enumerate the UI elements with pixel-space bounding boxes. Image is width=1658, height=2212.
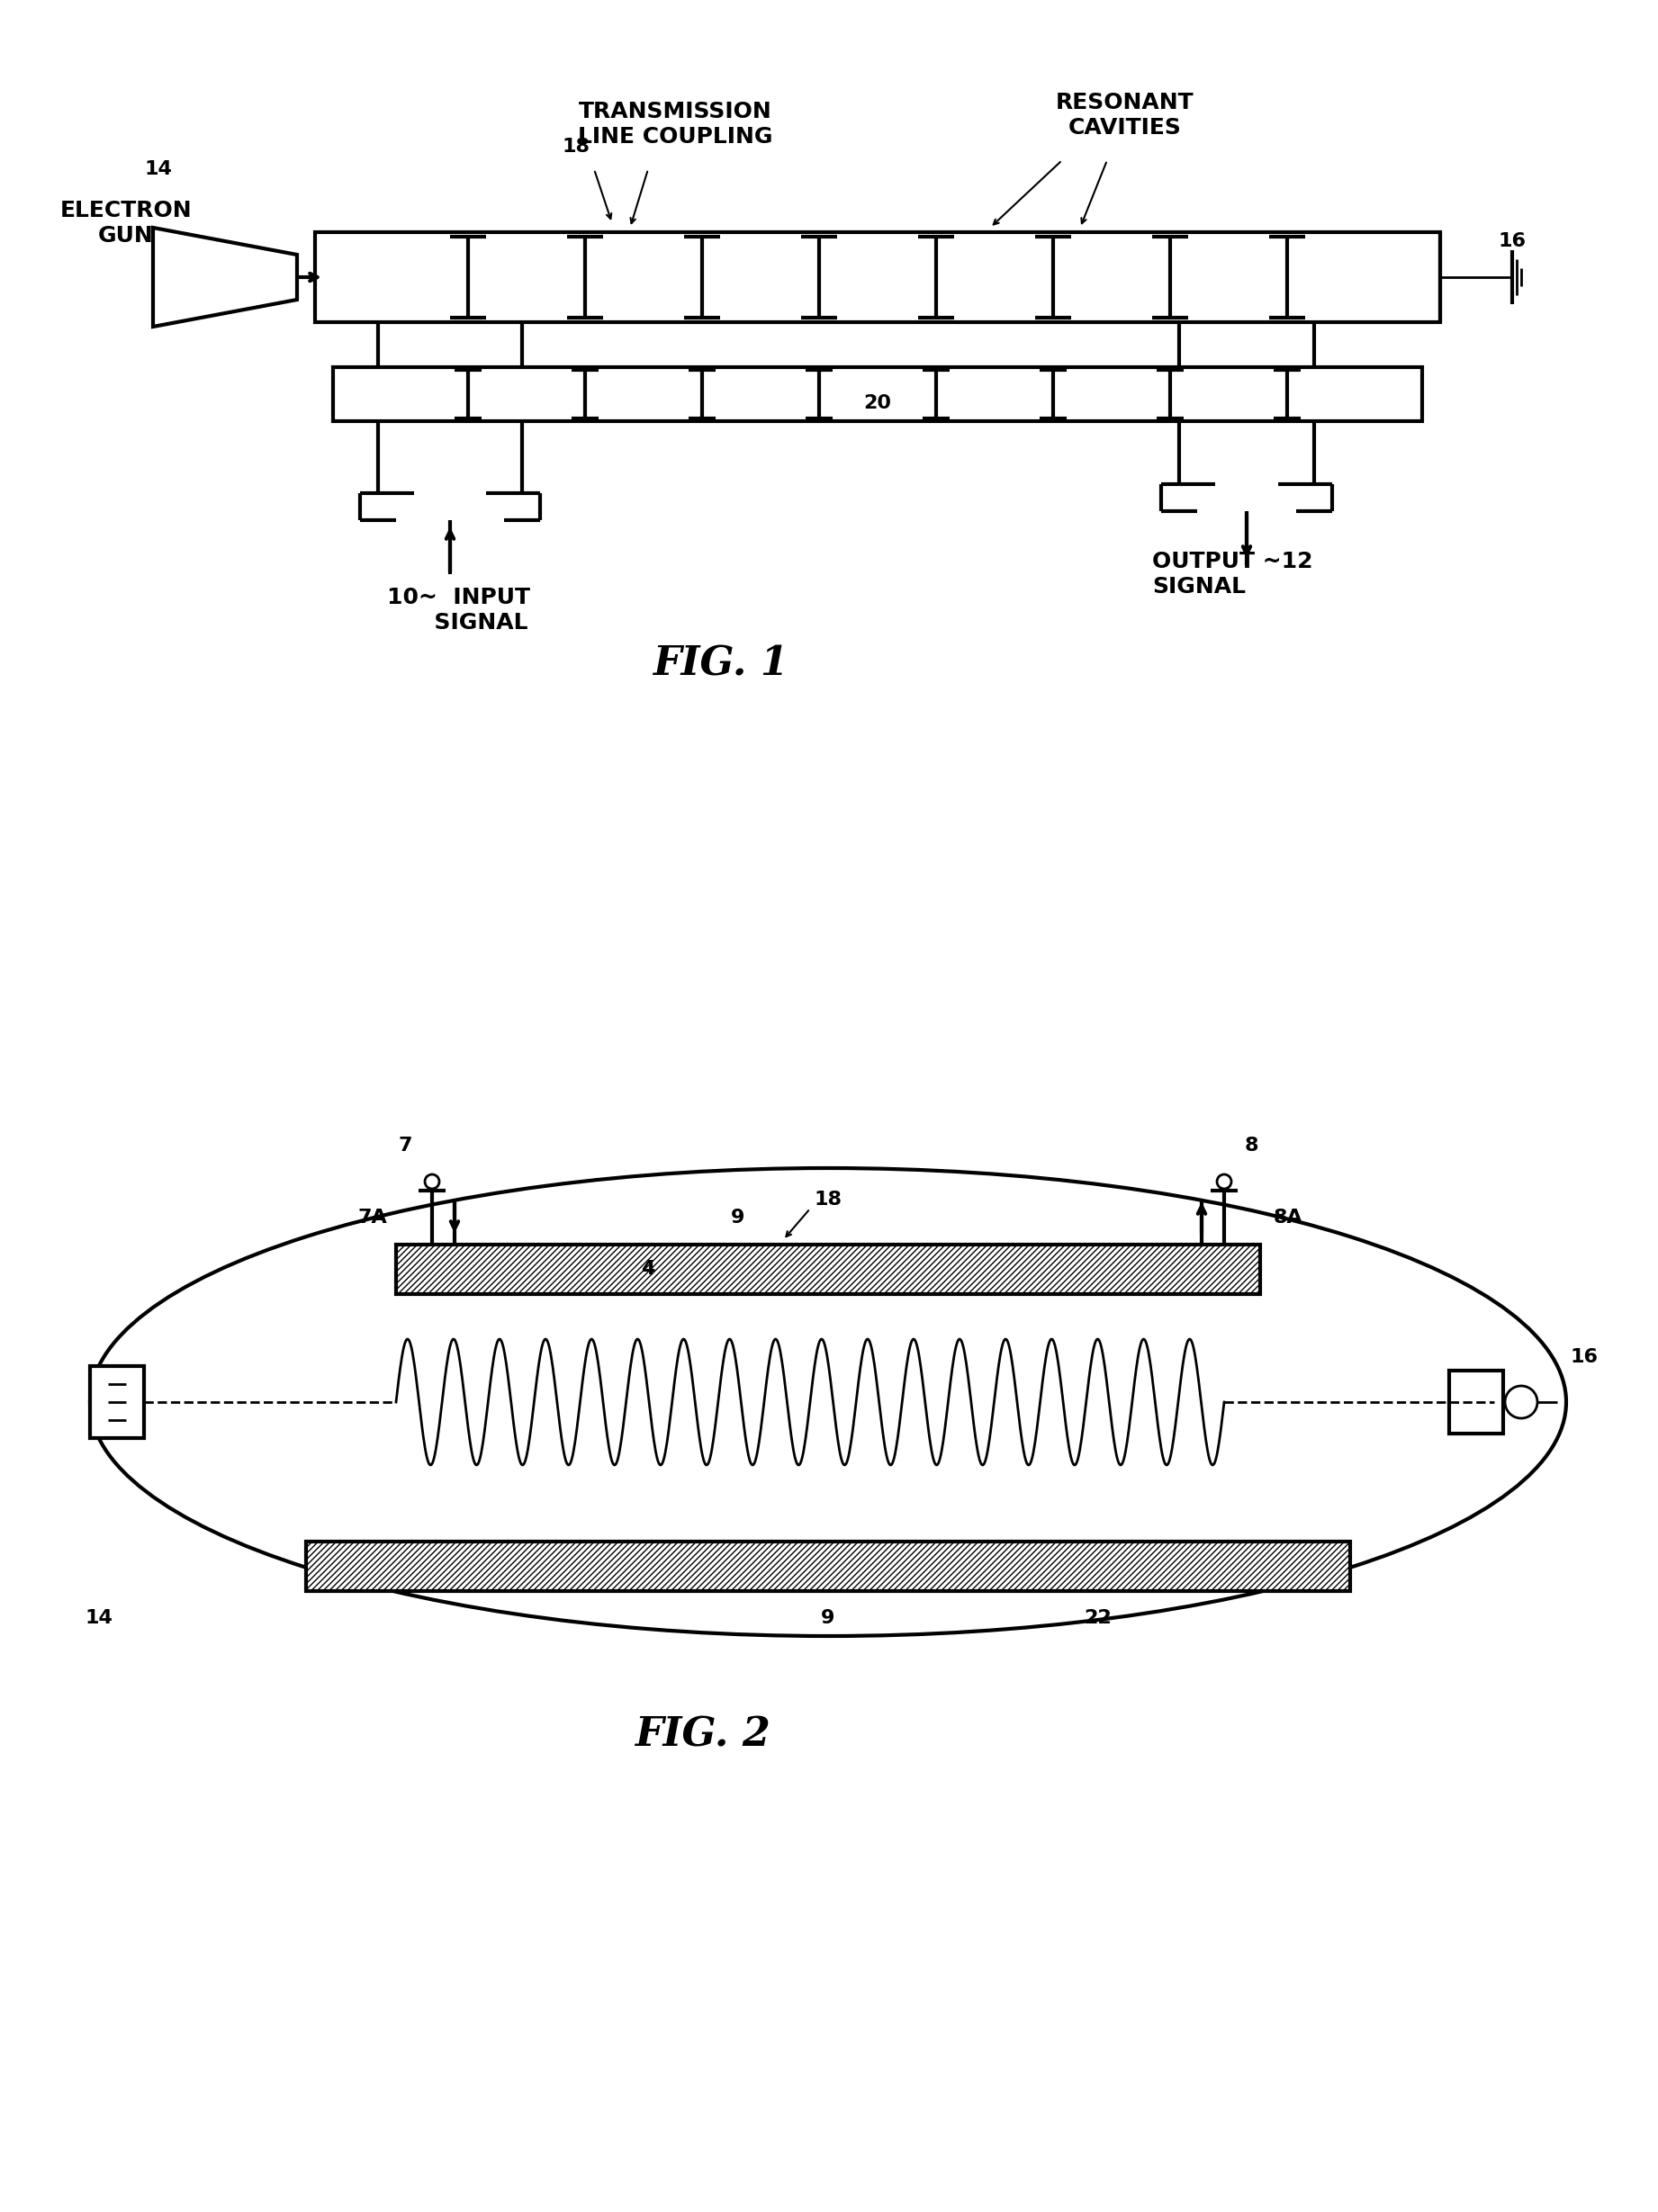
Bar <box>118 1358 1539 1447</box>
Bar <box>1449 1371 1504 1433</box>
Text: ELECTRON
GUN: ELECTRON GUN <box>60 199 192 246</box>
Text: 22: 22 <box>1084 1608 1113 1628</box>
Text: 4: 4 <box>642 1261 655 1279</box>
Polygon shape <box>153 228 297 327</box>
Text: 18: 18 <box>562 137 590 155</box>
Circle shape <box>1217 1175 1232 1188</box>
Text: RESONANT
CAVITIES: RESONANT CAVITIES <box>1056 93 1194 139</box>
Text: 20: 20 <box>864 394 892 411</box>
Circle shape <box>1505 1387 1537 1418</box>
Text: 18: 18 <box>814 1190 842 1208</box>
Text: 10~  INPUT
      SIGNAL: 10~ INPUT SIGNAL <box>386 586 531 633</box>
Text: OUTPUT ~12
SIGNAL: OUTPUT ~12 SIGNAL <box>1152 551 1313 597</box>
Circle shape <box>424 1175 439 1188</box>
Bar <box>90 1367 144 1438</box>
Bar <box>315 232 1441 323</box>
Ellipse shape <box>90 1168 1567 1637</box>
Text: 7A: 7A <box>358 1208 386 1228</box>
Text: 9: 9 <box>731 1208 744 1228</box>
Text: 14: 14 <box>85 1608 113 1628</box>
Bar <box>333 367 1423 420</box>
Text: 16: 16 <box>1570 1347 1598 1367</box>
Text: 8A: 8A <box>1273 1208 1303 1228</box>
Text: 7: 7 <box>398 1137 413 1155</box>
Text: 16: 16 <box>1499 232 1525 250</box>
Bar <box>307 1542 1350 1590</box>
Text: TRANSMISSION
LINE COUPLING: TRANSMISSION LINE COUPLING <box>577 102 773 148</box>
Text: 8: 8 <box>1244 1137 1258 1155</box>
Text: 14: 14 <box>144 159 172 179</box>
Text: FIG. 1: FIG. 1 <box>652 644 788 684</box>
Text: 9: 9 <box>821 1608 836 1628</box>
Text: FIG. 2: FIG. 2 <box>633 1717 769 1754</box>
Bar <box>396 1245 1260 1294</box>
